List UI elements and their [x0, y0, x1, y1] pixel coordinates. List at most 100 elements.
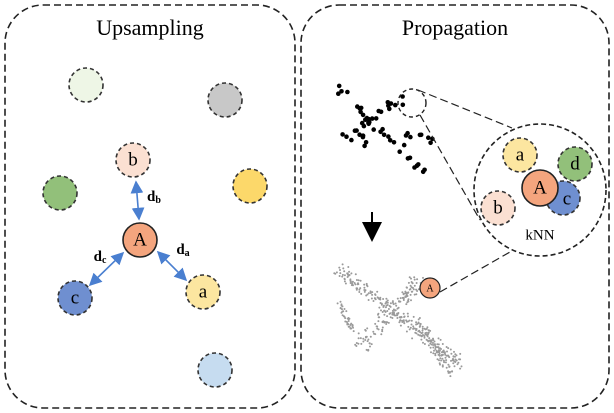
cloud-point [413, 276, 416, 279]
cloud-point [369, 290, 372, 293]
cloud-point [446, 350, 448, 353]
cloud-point [423, 336, 426, 339]
cloud-point [400, 94, 405, 99]
cloud-point [386, 134, 391, 139]
cloud-point [459, 358, 462, 361]
cloud-point [383, 321, 386, 324]
cloud-point [366, 120, 371, 126]
cloud-point [443, 361, 446, 364]
upsampled-cloud [333, 263, 463, 378]
cloud-point [370, 343, 373, 346]
cloud-point [406, 301, 409, 304]
cloud-point [383, 309, 386, 312]
cloud-point [350, 272, 353, 275]
cloud-point [403, 316, 406, 318]
cloud-point [427, 331, 430, 334]
cloud-point [358, 291, 361, 293]
cloud-point [427, 329, 430, 332]
cloud-point [346, 276, 349, 278]
cloud-point [374, 294, 377, 296]
cloud-point [402, 312, 405, 315]
cloud-point [425, 333, 428, 336]
cloud-point [369, 335, 372, 338]
cloud-point [344, 320, 347, 323]
zoom-line [419, 114, 481, 221]
cloud-point [444, 361, 447, 364]
cloud-point [448, 365, 451, 368]
panel-title: Upsampling [96, 15, 204, 40]
cloud-point [434, 348, 437, 350]
cloud-point [351, 323, 354, 326]
cloud-point [345, 310, 348, 313]
cloud-point [389, 316, 392, 319]
cloud-point [443, 352, 446, 355]
cloud-point [457, 361, 460, 364]
cloud-point [456, 363, 459, 366]
cloud-point [347, 266, 350, 268]
cloud-point [357, 132, 362, 137]
point [232, 168, 268, 204]
cloud-point [394, 302, 397, 305]
point [68, 67, 104, 103]
cloud-point [368, 342, 371, 345]
point-cloud [336, 83, 435, 175]
cloud-point [447, 363, 450, 366]
cloud-point [454, 355, 456, 358]
cloud-point [389, 302, 392, 305]
cloud-point [415, 332, 418, 335]
cloud-point [406, 286, 408, 289]
cloud-point [409, 284, 412, 287]
cloud-point [363, 117, 368, 122]
cloud-point [434, 354, 437, 357]
cloud-point [378, 109, 384, 115]
cloud-point [346, 322, 349, 325]
cloud-point [407, 325, 410, 328]
cloud-point [370, 297, 373, 300]
node [115, 142, 151, 178]
cloud-point [358, 288, 361, 291]
cloud-point [387, 138, 393, 143]
cloud-point [437, 343, 440, 346]
cloud-point [395, 304, 398, 307]
cloud-point [336, 83, 342, 89]
cloud-point [435, 351, 438, 354]
cloud-point [445, 359, 448, 362]
cloud-point [371, 293, 374, 296]
cloud-point [385, 321, 388, 324]
cloud-point [439, 338, 442, 341]
cloud-point [423, 335, 426, 337]
cloud-point [398, 316, 401, 319]
cloud-point [440, 348, 442, 350]
cloud-point [359, 279, 362, 282]
cloud-point [445, 346, 448, 348]
node [502, 137, 538, 173]
cloud-point [341, 263, 344, 266]
cloud-point [432, 352, 435, 355]
cloud-point [412, 288, 415, 291]
cloud-point [426, 135, 431, 140]
cloud-point [396, 314, 399, 317]
cloud-point [389, 312, 392, 315]
node-label: A [533, 177, 547, 198]
cloud-point [362, 143, 367, 149]
cloud-point [364, 329, 367, 332]
cloud-point [425, 331, 428, 334]
cloud-point [425, 327, 428, 330]
cloud-point [409, 326, 412, 329]
cloud-point [373, 116, 379, 121]
cloud-point [428, 140, 433, 146]
cloud-point [409, 288, 412, 290]
cloud-point [382, 305, 385, 308]
cloud-point [444, 356, 447, 359]
cloud-point [428, 337, 431, 340]
cloud-point [348, 325, 351, 328]
cloud-point [406, 295, 409, 297]
cloud-point [374, 297, 377, 300]
cloud-point [372, 300, 375, 302]
cloud-point [405, 303, 408, 306]
cloud-point [440, 359, 443, 362]
cloud-point [380, 333, 383, 336]
node-label: b [493, 197, 503, 218]
cloud-point [347, 320, 350, 322]
cloud-point [352, 326, 354, 329]
